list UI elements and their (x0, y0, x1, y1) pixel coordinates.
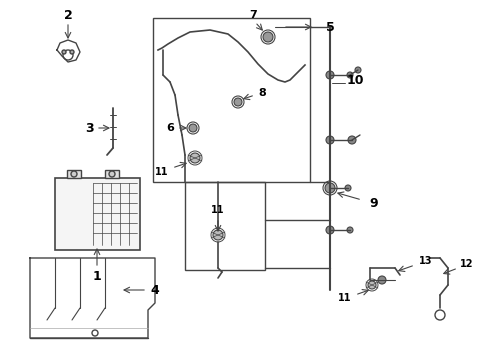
Text: 11: 11 (211, 205, 224, 215)
Text: 10: 10 (346, 73, 363, 86)
Circle shape (71, 171, 77, 177)
Circle shape (263, 32, 272, 42)
Circle shape (354, 67, 360, 73)
Bar (67, 170, 81, 178)
Bar (184, 182, 264, 270)
Circle shape (325, 71, 333, 79)
Text: 6: 6 (166, 123, 174, 133)
Circle shape (367, 281, 375, 289)
Circle shape (109, 171, 115, 177)
Text: 11: 11 (338, 293, 351, 303)
Circle shape (346, 72, 352, 78)
Text: 3: 3 (84, 122, 93, 135)
Text: 1: 1 (92, 270, 101, 283)
Circle shape (234, 98, 242, 106)
Text: 13: 13 (418, 256, 432, 266)
Circle shape (213, 230, 223, 240)
Circle shape (346, 227, 352, 233)
Circle shape (347, 136, 355, 144)
Circle shape (345, 185, 350, 191)
Bar (105, 170, 119, 178)
Circle shape (62, 50, 66, 54)
Circle shape (70, 50, 74, 54)
Bar (55, 178, 140, 250)
Circle shape (325, 183, 334, 193)
Text: 11: 11 (155, 167, 168, 177)
Text: 7: 7 (248, 10, 256, 20)
Text: 2: 2 (63, 9, 72, 22)
Bar (153, 18, 309, 182)
Circle shape (377, 276, 385, 284)
Text: 8: 8 (258, 88, 265, 98)
Circle shape (189, 124, 197, 132)
Text: 9: 9 (369, 197, 378, 210)
Text: 5: 5 (325, 21, 334, 33)
Circle shape (325, 226, 333, 234)
Text: 4: 4 (150, 284, 159, 297)
Text: 12: 12 (459, 259, 473, 269)
Circle shape (325, 136, 333, 144)
Circle shape (190, 153, 200, 163)
